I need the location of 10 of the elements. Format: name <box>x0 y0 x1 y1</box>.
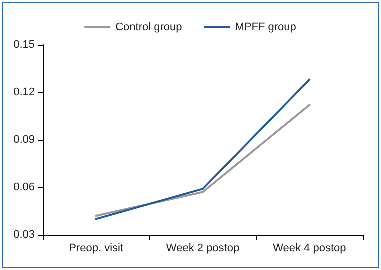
legend-label: Control group <box>116 22 182 34</box>
y-tick-label: 0.15 <box>14 39 35 51</box>
y-tick-label: 0.03 <box>14 229 35 241</box>
x-tick-label: Week 4 postop <box>273 242 346 254</box>
y-tick-label: 0.09 <box>14 134 35 146</box>
y-tick-label: 0.06 <box>14 182 35 194</box>
legend-label: MPFF group <box>235 22 296 34</box>
x-tick-label: Week 2 postop <box>166 242 240 254</box>
x-tick-label: Preop. visit <box>69 242 124 254</box>
y-tick-label: 0.12 <box>14 86 35 98</box>
